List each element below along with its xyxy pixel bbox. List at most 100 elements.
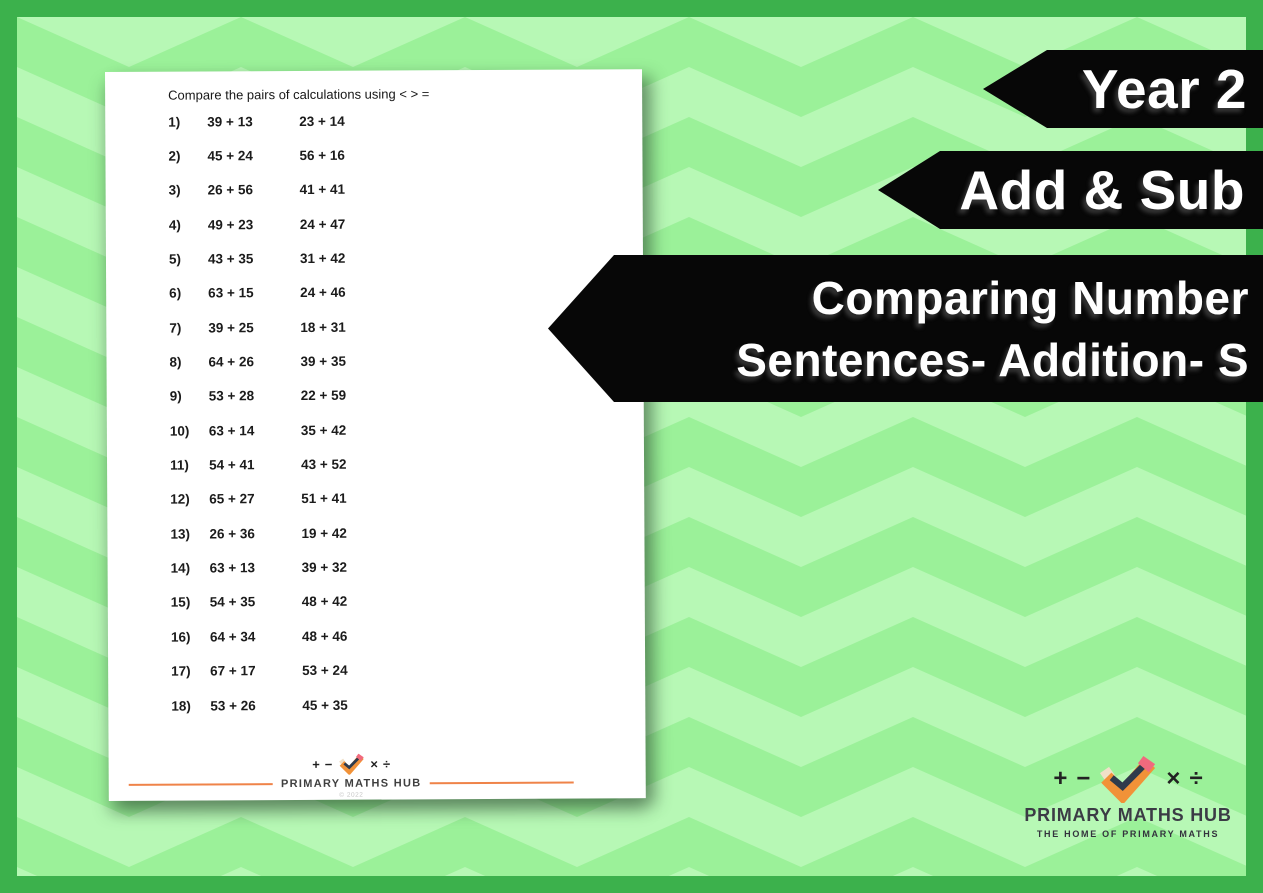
worksheet-footer: + − × ÷ PRIMARY MATHS HUB © 2022 bbox=[128, 750, 574, 800]
left-expression: 63 + 15 bbox=[208, 285, 254, 301]
problem-row: 13) 26 + 36 19 + 42 bbox=[107, 514, 644, 551]
left-expression: 49 + 23 bbox=[207, 216, 254, 233]
logo-title: PRIMARY MATHS HUB bbox=[1024, 805, 1232, 825]
left-expression: 43 + 35 bbox=[207, 251, 254, 267]
right-expression: 23 + 14 bbox=[299, 113, 345, 129]
banner-topic: Add & Sub bbox=[878, 151, 1263, 229]
left-expression: 63 + 13 bbox=[209, 560, 256, 576]
right-expression: 39 + 35 bbox=[300, 353, 346, 370]
problem-row: 11) 54 + 41 43 + 52 bbox=[107, 446, 644, 483]
times-icon: × bbox=[370, 756, 378, 772]
problem-number: 5) bbox=[168, 251, 182, 267]
right-expression: 41 + 41 bbox=[299, 182, 346, 198]
right-expression: 45 + 35 bbox=[302, 697, 348, 713]
minus-icon: − bbox=[324, 756, 333, 772]
problem-row: 16) 64 + 34 48 + 46 bbox=[108, 617, 645, 654]
problem-row: 14) 63 + 13 39 + 32 bbox=[108, 549, 645, 586]
problem-row: 10) 63 + 14 35 + 42 bbox=[107, 411, 644, 448]
banner-title: Comparing Number Sentences- Addition- S bbox=[548, 255, 1263, 402]
problem-row: 18) 53 + 26 45 + 35 bbox=[108, 686, 645, 723]
problem-number: 4) bbox=[168, 217, 181, 233]
banner-year-label: Year 2 bbox=[1081, 58, 1247, 120]
banner-year: Year 2 bbox=[983, 50, 1263, 128]
left-expression: 53 + 28 bbox=[208, 388, 255, 404]
problem-number: 9) bbox=[169, 389, 182, 405]
problem-number: 11) bbox=[170, 457, 189, 473]
problem-number: 8) bbox=[169, 354, 182, 370]
banner-title-line2: Sentences- Addition- S bbox=[736, 333, 1249, 386]
left-expression: 53 + 26 bbox=[210, 697, 256, 713]
problem-row: 1) 39 + 13 23 + 14 bbox=[105, 102, 642, 139]
right-expression: 22 + 59 bbox=[300, 388, 347, 404]
worksheet-instruction: Compare the pairs of calculations using … bbox=[168, 86, 430, 103]
left-expression: 67 + 17 bbox=[210, 663, 256, 679]
problem-list: 1) 39 + 13 23 + 14 2) 45 + 24 56 + 16 3)… bbox=[105, 102, 645, 723]
left-expression: 54 + 41 bbox=[209, 457, 255, 473]
problem-row: 17) 67 + 17 53 + 24 bbox=[108, 652, 645, 689]
banner-title-line1: Comparing Number bbox=[811, 271, 1249, 324]
right-expression: 48 + 42 bbox=[301, 594, 348, 610]
left-expression: 26 + 36 bbox=[209, 526, 255, 542]
problem-number: 2) bbox=[168, 148, 181, 164]
problem-number: 16) bbox=[170, 629, 191, 645]
problem-row: 5) 43 + 35 31 + 42 bbox=[106, 240, 643, 277]
times-icon: × bbox=[1166, 765, 1181, 792]
right-expression: 51 + 41 bbox=[301, 491, 347, 507]
problem-row: 6) 63 + 15 24 + 46 bbox=[106, 274, 643, 311]
left-expression: 54 + 35 bbox=[209, 594, 256, 610]
right-expression: 53 + 24 bbox=[302, 662, 348, 679]
problem-row: 2) 45 + 24 56 + 16 bbox=[105, 137, 642, 174]
problem-number: 7) bbox=[169, 320, 182, 336]
divide-icon: ÷ bbox=[1189, 765, 1203, 792]
problem-number: 15) bbox=[170, 595, 191, 611]
divide-icon: ÷ bbox=[382, 756, 391, 772]
problem-row: 3) 26 + 56 41 + 41 bbox=[106, 171, 643, 208]
logo-tagline: THE HOME OF PRIMARY MATHS bbox=[1036, 829, 1220, 839]
problem-row: 4) 49 + 23 24 + 47 bbox=[106, 205, 643, 242]
plus-icon: + bbox=[312, 756, 320, 772]
footer-logo-symbols: + − × ÷ bbox=[281, 750, 422, 777]
problem-number: 6) bbox=[169, 285, 182, 302]
left-expression: 64 + 34 bbox=[209, 629, 256, 645]
footer-brand-name: PRIMARY MATHS HUB bbox=[280, 777, 422, 791]
problem-number: 3) bbox=[168, 182, 181, 199]
plus-icon: + bbox=[1053, 765, 1068, 792]
right-expression: 24 + 46 bbox=[300, 285, 346, 301]
logo-symbols: + − × ÷ bbox=[1020, 753, 1236, 805]
banner-topic-label: Add & Sub bbox=[959, 159, 1245, 221]
left-expression: 26 + 56 bbox=[207, 182, 254, 198]
problem-row: 15) 54 + 35 48 + 42 bbox=[108, 583, 645, 620]
right-expression: 31 + 42 bbox=[299, 250, 346, 267]
right-expression: 43 + 52 bbox=[301, 456, 347, 473]
right-expression: 35 + 42 bbox=[300, 422, 347, 438]
left-expression: 45 + 24 bbox=[207, 148, 253, 164]
footer-copyright: © 2022 bbox=[339, 791, 364, 799]
problem-row: 12) 65 + 27 51 + 41 bbox=[107, 480, 644, 517]
footer-logo: + − × ÷ PRIMARY MATHS HUB © 2022 bbox=[281, 750, 422, 799]
left-expression: 65 + 27 bbox=[209, 491, 255, 507]
problem-number: 12) bbox=[170, 492, 190, 508]
problem-number: 18) bbox=[171, 698, 191, 714]
left-expression: 39 + 25 bbox=[208, 319, 254, 336]
pencil-check-icon bbox=[338, 753, 364, 775]
right-expression: 56 + 16 bbox=[299, 147, 345, 163]
problem-number: 17) bbox=[171, 663, 191, 679]
footer-rule-left bbox=[128, 783, 274, 786]
left-expression: 64 + 26 bbox=[208, 354, 254, 370]
problem-row: 8) 64 + 26 39 + 35 bbox=[106, 343, 643, 380]
footer-rule-right bbox=[429, 781, 574, 785]
worksheet-page: Compare the pairs of calculations using … bbox=[105, 69, 646, 801]
problem-number: 14) bbox=[170, 560, 191, 576]
left-expression: 63 + 14 bbox=[208, 422, 255, 439]
problem-number: 1) bbox=[168, 114, 181, 130]
right-expression: 48 + 46 bbox=[301, 628, 348, 644]
problem-row: 9) 53 + 28 22 + 59 bbox=[107, 377, 644, 414]
right-expression: 19 + 42 bbox=[301, 525, 347, 541]
problem-number: 13) bbox=[170, 526, 190, 542]
right-expression: 24 + 47 bbox=[299, 216, 346, 232]
pencil-check-icon bbox=[1100, 755, 1156, 803]
right-expression: 39 + 32 bbox=[301, 559, 348, 576]
primary-maths-hub-logo: + − × ÷ PRIMARY MATHS HUB THE HOME OF PR… bbox=[1020, 753, 1236, 839]
minus-icon: − bbox=[1076, 765, 1091, 792]
problem-number: 10) bbox=[169, 423, 190, 439]
